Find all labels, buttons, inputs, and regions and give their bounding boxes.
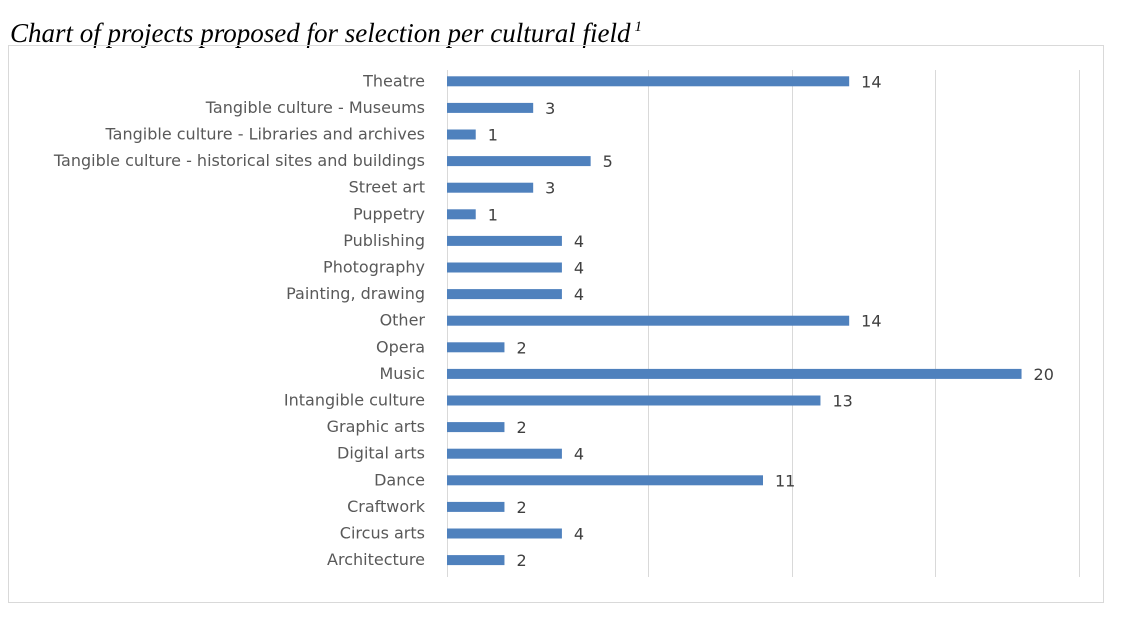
page-title-text: Chart of projects proposed for selection… (10, 18, 631, 48)
bar (447, 342, 505, 353)
data-label: 14 (861, 312, 881, 331)
footnote-marker: 1 (634, 19, 642, 35)
category-label: Music (379, 364, 425, 383)
bar (447, 129, 476, 140)
bar (447, 315, 850, 326)
bar (447, 102, 534, 113)
bar (447, 422, 505, 433)
data-label: 20 (1034, 365, 1054, 384)
data-label: 2 (516, 551, 526, 570)
category-label: Dance (374, 470, 425, 489)
data-label: 2 (516, 338, 526, 357)
category-label: Architecture (327, 550, 425, 569)
bar (447, 262, 562, 273)
bar (447, 156, 591, 167)
category-label: Tangible culture - Museums (205, 98, 425, 117)
bar (447, 368, 1022, 379)
category-label: Other (380, 311, 426, 330)
data-label: 5 (603, 152, 613, 171)
bar (447, 76, 850, 87)
bar (447, 395, 821, 406)
bar (447, 555, 505, 566)
category-label: Tangible culture - Libraries and archive… (105, 125, 425, 144)
bar (447, 289, 562, 300)
category-label: Digital arts (337, 444, 425, 463)
data-label: 14 (861, 72, 881, 91)
data-label: 4 (574, 232, 584, 251)
chart-container: Theatre 14 Tangible culture - Museums 3 Tang… (8, 45, 1104, 603)
category-label: Graphic arts (327, 417, 425, 436)
data-label: 2 (516, 418, 526, 437)
category-label: Puppetry (353, 204, 425, 223)
category-label: Photography (323, 258, 425, 277)
data-label: 13 (832, 392, 852, 411)
bar (447, 475, 763, 486)
category-label: Craftwork (347, 497, 426, 516)
category-label: Painting, drawing (286, 284, 425, 303)
data-label: 1 (488, 205, 498, 224)
data-label: 11 (775, 471, 795, 490)
category-label: Street art (349, 178, 425, 197)
data-label: 1 (488, 126, 498, 145)
bar (447, 209, 476, 220)
category-label: Intangible culture (284, 391, 425, 410)
data-label: 4 (574, 445, 584, 464)
bar (447, 235, 562, 246)
data-label: 2 (516, 498, 526, 517)
category-label: Publishing (343, 231, 425, 250)
category-label: Tangible culture - historical sites and … (53, 151, 425, 170)
data-label: 4 (574, 259, 584, 278)
category-label: Circus arts (340, 524, 425, 543)
bar (447, 182, 534, 193)
data-label: 3 (545, 179, 555, 198)
page-title: Chart of projects proposed for selection… (10, 10, 642, 50)
data-label: 3 (545, 99, 555, 118)
bar (447, 448, 562, 459)
bar (447, 528, 562, 539)
bar (447, 501, 505, 512)
data-label: 4 (574, 525, 584, 544)
category-label: Theatre (362, 71, 425, 90)
category-label: Opera (376, 337, 425, 356)
data-label: 4 (574, 285, 584, 304)
